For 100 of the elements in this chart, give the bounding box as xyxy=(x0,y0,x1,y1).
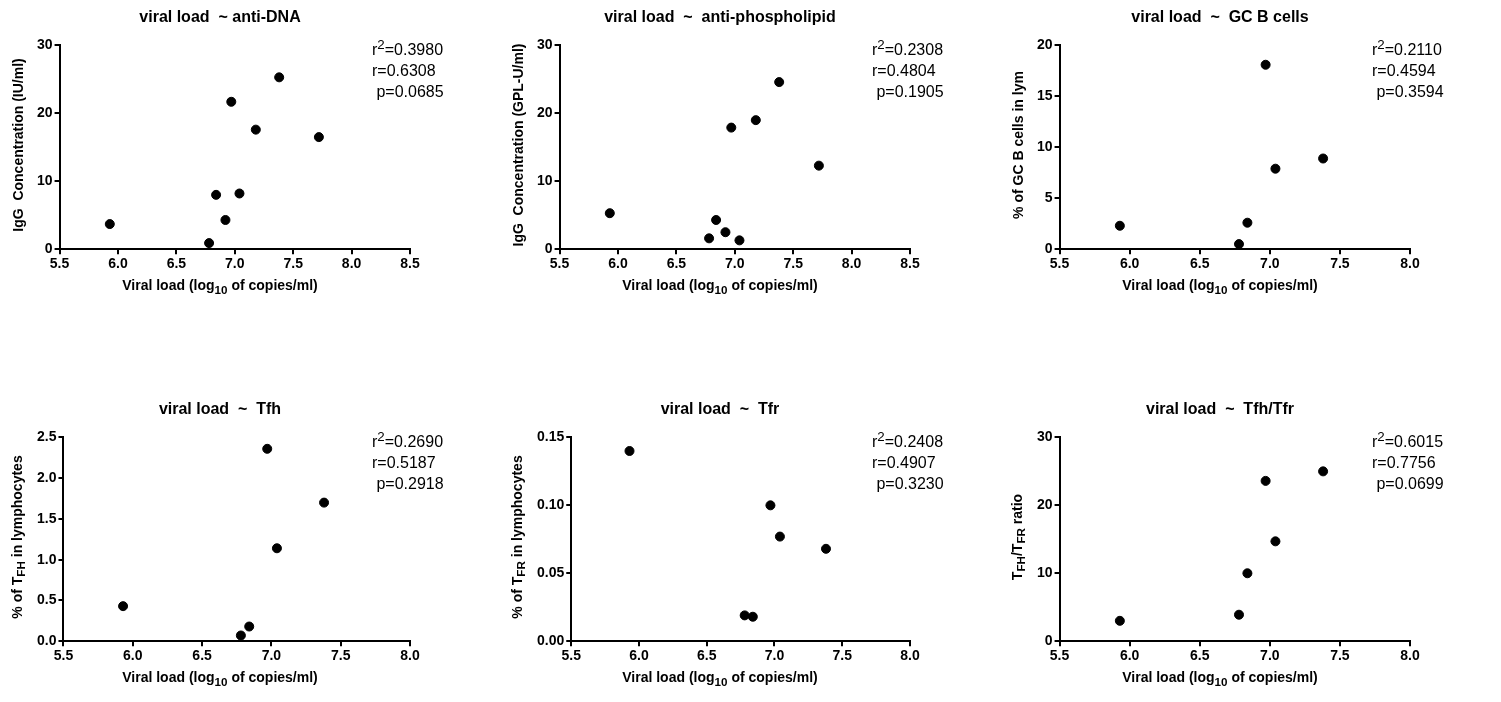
y-tick-label: 20 xyxy=(1036,36,1053,53)
x-tick-label: 5.5 xyxy=(53,647,74,664)
x-tick-label: 8.5 xyxy=(900,255,920,272)
x-tick-label: 7.0 xyxy=(261,647,282,664)
x-tick-label: 6.5 xyxy=(666,255,687,272)
x-tick-label: 6.0 xyxy=(608,255,628,272)
point xyxy=(313,132,324,143)
x-tick-label: 5.5 xyxy=(561,647,582,664)
x-axis-title: Viral load (log$_{10}$ of copies/ml) xyxy=(621,277,819,296)
point xyxy=(704,233,715,244)
y-tick-label: 0 xyxy=(544,240,553,257)
point xyxy=(1318,466,1329,477)
point xyxy=(1260,475,1271,486)
point xyxy=(271,543,282,554)
x-axis-title: Viral load (log$_{10}$ of copies/ml) xyxy=(621,669,819,688)
point xyxy=(220,214,231,225)
point xyxy=(1242,217,1253,228)
annotation: p=0.3230 xyxy=(876,475,944,493)
y-tick-label: 2.0 xyxy=(36,469,57,486)
y-tick-label: 0 xyxy=(1044,632,1053,649)
point xyxy=(774,77,785,88)
x-tick-label: 6.0 xyxy=(629,647,649,664)
y-tick-label: 30 xyxy=(36,36,53,53)
x-tick-label: 5.5 xyxy=(549,255,570,272)
annotation: r$^{2}$=0.2308 xyxy=(872,37,944,59)
x-tick-label: 6.5 xyxy=(1190,647,1210,664)
annotation: r=0.4804 xyxy=(872,62,936,80)
point xyxy=(1242,568,1253,579)
y-tick-label: 0.0 xyxy=(36,632,57,649)
annotation: p=0.1905 xyxy=(876,83,944,101)
x-tick-label: 6.0 xyxy=(1119,255,1140,272)
y-axis-title: IgG Concentration (GPL-U/ml) xyxy=(510,42,526,249)
point xyxy=(747,611,758,622)
chart-title: viral load ~ Tfr xyxy=(659,400,781,418)
point xyxy=(720,227,731,238)
annotation: p=0.0685 xyxy=(376,83,444,101)
x-tick-label: 6.5 xyxy=(192,647,213,664)
y-tick-label: 10 xyxy=(536,172,553,189)
y-tick-label: 30 xyxy=(1036,428,1053,445)
chart-title: viral load ~ Tfh/Tfr xyxy=(1145,400,1295,418)
y-tick-label: 20 xyxy=(36,104,53,121)
x-tick-label: 7.0 xyxy=(1260,647,1280,664)
point xyxy=(118,601,129,612)
x-axis-title: Viral load (log$_{10}$ of copies/ml) xyxy=(1121,277,1319,296)
x-tick-label: 7.5 xyxy=(1330,255,1350,272)
y-tick-label: 0.5 xyxy=(36,591,57,608)
y-tick-label: 0.00 xyxy=(537,632,565,649)
y-tick-label: 0.10 xyxy=(537,496,565,513)
x-axis-title: Viral load (log$_{10}$ of copies/ml) xyxy=(121,669,319,688)
y-axis-title: % of GC B cells in lym xyxy=(1010,70,1026,221)
x-axis-title: Viral load (log$_{10}$ of copies/ml) xyxy=(1121,669,1319,688)
point xyxy=(1270,163,1281,174)
point xyxy=(604,208,615,219)
x-tick-label: 7.0 xyxy=(1260,255,1280,272)
x-tick-label: 5.5 xyxy=(49,255,70,272)
annotation: r=0.4907 xyxy=(872,454,936,472)
point xyxy=(1114,220,1125,231)
x-tick-label: 6.0 xyxy=(1119,647,1140,664)
point xyxy=(813,160,824,171)
x-tick-label: 8.0 xyxy=(841,255,862,272)
y-tick-label: 0.05 xyxy=(537,564,565,581)
y-tick-label: 0 xyxy=(44,240,53,257)
x-tick-label: 7.0 xyxy=(225,255,245,272)
x-tick-label: 6.5 xyxy=(166,255,187,272)
point xyxy=(774,531,785,542)
point xyxy=(234,188,245,199)
y-tick-label: 5 xyxy=(1044,189,1053,206)
annotation: p=0.3594 xyxy=(1376,83,1444,101)
annotation: r$^{2}$=0.2408 xyxy=(872,429,944,451)
point xyxy=(820,543,831,554)
x-tick-label: 5.5 xyxy=(1049,255,1070,272)
x-tick-label: 7.0 xyxy=(764,647,785,664)
point xyxy=(711,214,722,225)
x-tick-label: 7.5 xyxy=(783,255,804,272)
point xyxy=(250,124,261,135)
point xyxy=(734,235,745,246)
x-tick-label: 8.0 xyxy=(400,647,420,664)
annotation: r=0.6308 xyxy=(372,62,436,80)
point xyxy=(1233,609,1244,620)
point xyxy=(262,443,273,454)
point xyxy=(274,72,285,83)
x-tick-label: 7.5 xyxy=(283,255,304,272)
y-tick-label: 2.5 xyxy=(36,428,57,445)
point xyxy=(319,497,330,508)
chart-title: viral load ~ GC B cells xyxy=(1130,8,1310,26)
annotation: p=0.2918 xyxy=(376,475,444,493)
y-tick-label: 0 xyxy=(1044,240,1053,257)
annotation: p=0.0699 xyxy=(1376,475,1444,493)
chart-title: viral load ~ Tfh xyxy=(157,400,283,418)
x-tick-label: 7.0 xyxy=(725,255,745,272)
annotation: r$^{2}$=0.2110 xyxy=(1372,37,1442,59)
point xyxy=(739,610,750,621)
y-tick-label: 10 xyxy=(1036,564,1053,581)
point xyxy=(1318,153,1329,164)
annotation: r=0.7756 xyxy=(1372,454,1436,472)
chart-title: viral load ~ anti-DNA xyxy=(138,8,302,26)
y-tick-label: 20 xyxy=(536,104,553,121)
x-tick-label: 8.0 xyxy=(1400,255,1420,272)
annotation: r$^{2}$=0.2690 xyxy=(372,429,444,451)
x-tick-label: 7.5 xyxy=(330,647,351,664)
